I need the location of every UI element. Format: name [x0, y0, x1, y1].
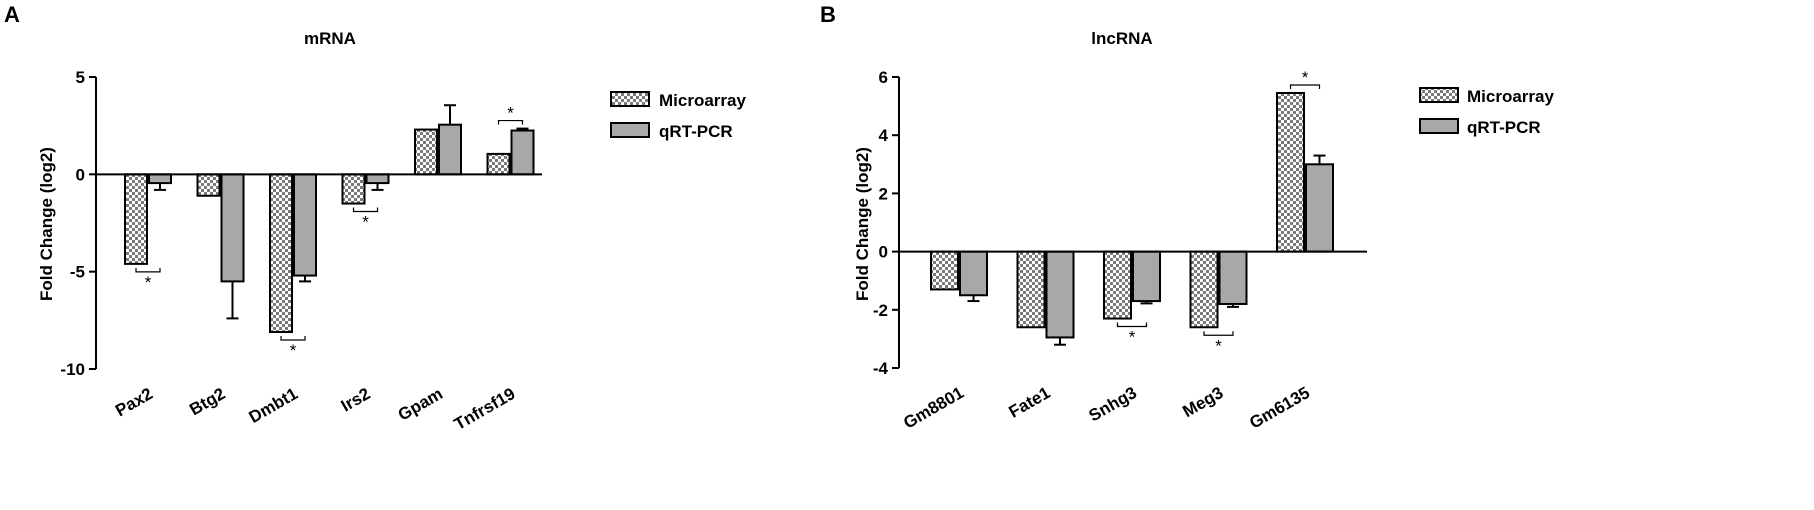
chart-title-mrna: mRNA [304, 29, 356, 48]
significance-bracket [1116, 322, 1148, 328]
significance-bracket [280, 336, 306, 341]
significance-star: * [507, 104, 514, 123]
bar-microarray [269, 173, 293, 334]
bar-microarray [196, 173, 221, 197]
legend-swatch-microarray [1419, 87, 1459, 103]
x-tick-label: Btg2 [186, 384, 228, 419]
legend-swatch-qrt-pcr [610, 122, 650, 138]
significance-star: * [362, 213, 369, 232]
y-tick-label: 4 [879, 126, 889, 145]
legend-b: Microarray qRT-PCR [1419, 87, 1554, 137]
bar-qrt-pcr [959, 250, 988, 297]
bar-microarray [414, 128, 438, 176]
legend-label-microarray: Microarray [659, 91, 746, 110]
bar-qrt-pcr [1218, 250, 1248, 305]
bar-microarray [486, 152, 511, 176]
significance-star: * [1215, 336, 1222, 355]
bar-qrt-pcr [220, 173, 245, 283]
bar-qrt-pcr [293, 173, 317, 277]
x-tick-label: Pax2 [112, 384, 156, 420]
significance-bracket [135, 267, 161, 273]
legend-a: Microarray qRT-PCR [610, 91, 746, 141]
y-tick-label: 0 [76, 165, 85, 184]
significance-bracket [1289, 84, 1321, 90]
legend-swatch-qrt-pcr [1419, 118, 1459, 134]
bar-qrt-pcr [365, 173, 390, 185]
bar-microarray [1276, 92, 1305, 253]
significance-star: * [290, 341, 297, 360]
y-tick-label: 0 [879, 243, 888, 262]
bar-qrt-pcr [1045, 250, 1075, 339]
y-tick-label: 6 [879, 68, 888, 87]
significance-star: * [1302, 68, 1309, 87]
bar-qrt-pcr [1132, 250, 1161, 303]
bar-microarray [341, 173, 366, 205]
x-tick-label: Fate1 [1006, 383, 1054, 422]
bar-qrt-pcr [148, 173, 172, 185]
bar-qrt-pcr [1305, 163, 1334, 253]
significance-bracket [1203, 331, 1234, 336]
legend-label-qrt-pcr: qRT-PCR [659, 122, 733, 141]
x-tick-label: Tnfrsf19 [451, 384, 519, 434]
chart-title-lncrna: lncRNA [1091, 29, 1152, 48]
x-tick-label: Gpam [395, 384, 446, 425]
chart-panel-b: 6 4 2 0 -2 -4 Gm8801 Fate1 Snhg3 Meg3 Gm6135 * * * [873, 68, 1367, 433]
bar-microarray [1103, 250, 1132, 320]
y-axis-label-b: Fold Change (log2) [853, 147, 872, 301]
bar-qrt-pcr [510, 129, 535, 176]
bar-qrt-pcr [438, 123, 462, 176]
significance-star: * [145, 273, 152, 292]
bar-microarray [1189, 250, 1219, 329]
x-tick-label: Dmbt1 [246, 384, 301, 427]
y-tick-label: -5 [70, 263, 85, 282]
bar-microarray [930, 250, 959, 291]
chart-panel-a: 5 0 -5 -10 Pax2 Btg2 Dmbt1 Irs2 Gpam Tnfrsf19 * * * * [60, 68, 542, 434]
y-tick-label: 2 [879, 184, 888, 203]
panel-label-a: A [4, 2, 20, 27]
x-tick-label: Gm8801 [900, 383, 967, 433]
significance-star: * [1129, 328, 1136, 347]
y-tick-label: -2 [873, 301, 888, 320]
bar-microarray [1016, 250, 1046, 329]
y-axis-label-a: Fold Change (log2) [37, 147, 56, 301]
legend-label-qrt-pcr: qRT-PCR [1467, 118, 1541, 137]
bar-microarray [124, 173, 148, 265]
x-tick-label: Snhg3 [1086, 383, 1140, 425]
y-tick-label: -4 [873, 359, 889, 378]
panel-label-b: B [820, 2, 836, 27]
significance-bracket [352, 207, 379, 213]
legend-swatch-microarray [610, 91, 650, 107]
x-tick-label: Gm6135 [1246, 383, 1313, 433]
legend-label-microarray: Microarray [1467, 87, 1554, 106]
x-tick-label: Meg3 [1179, 383, 1226, 421]
significance-bracket [497, 119, 524, 125]
x-tick-label: Irs2 [338, 384, 374, 416]
y-tick-label: -10 [60, 360, 85, 379]
y-tick-label: 5 [76, 68, 85, 87]
